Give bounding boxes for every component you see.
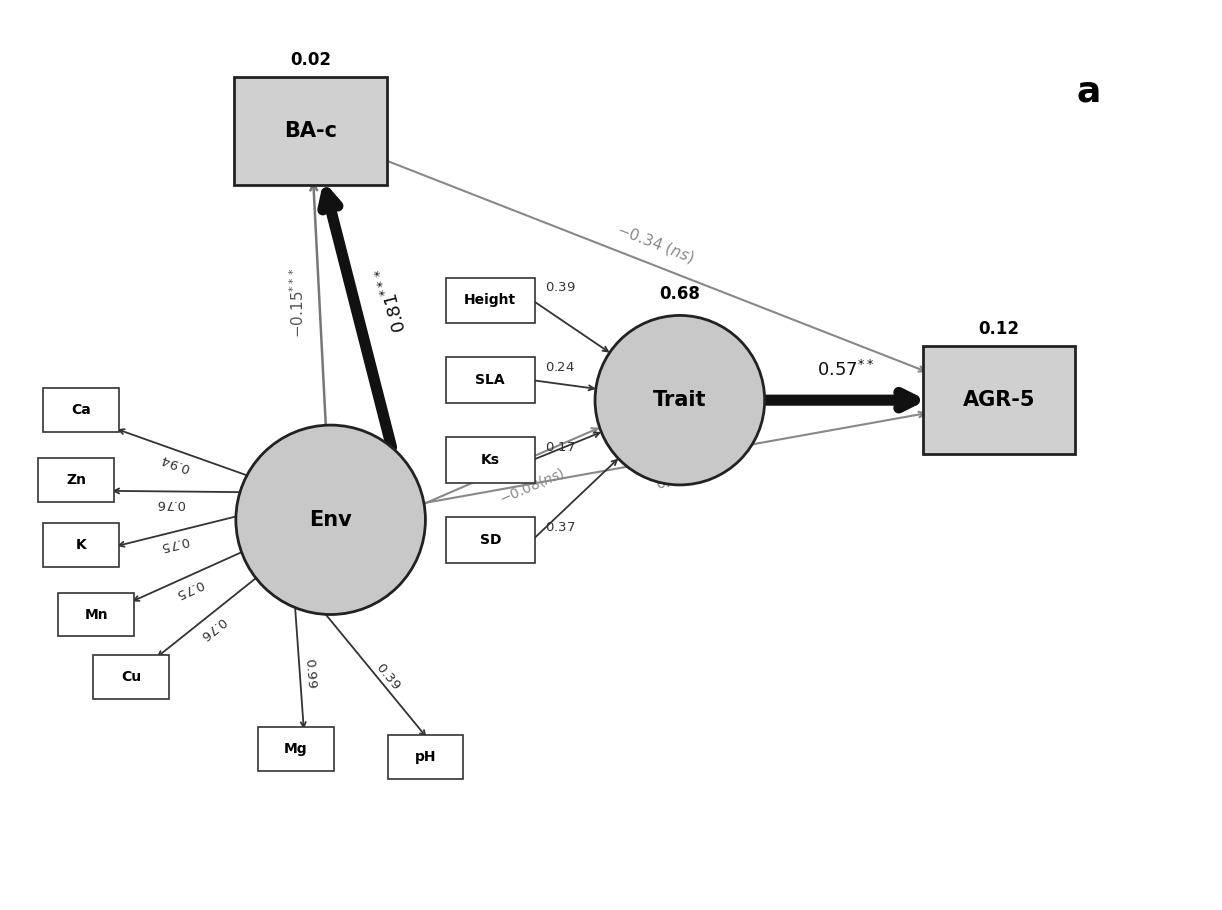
Text: Ks: Ks [480, 453, 500, 467]
FancyBboxPatch shape [387, 735, 463, 779]
Text: $\mathit{0.17}$: $\mathit{0.17}$ [545, 441, 576, 454]
FancyBboxPatch shape [93, 655, 169, 699]
Text: $\mathit{0.75}$: $\mathit{0.75}$ [160, 533, 192, 553]
FancyBboxPatch shape [446, 437, 535, 483]
Text: 0.12: 0.12 [979, 320, 1019, 339]
FancyBboxPatch shape [43, 389, 119, 432]
FancyBboxPatch shape [258, 727, 334, 771]
Circle shape [236, 425, 425, 614]
Text: $\mathit{-0.34\ (ns)}$: $\mathit{-0.34\ (ns)}$ [613, 220, 697, 267]
Text: Height: Height [464, 293, 517, 308]
FancyBboxPatch shape [38, 458, 114, 501]
Text: Mn: Mn [84, 608, 108, 622]
Text: $\mathit{0.75}$: $\mathit{0.75}$ [175, 576, 207, 600]
Text: $\mathit{0.39}$: $\mathit{0.39}$ [545, 281, 576, 295]
Text: $\mathit{0.39}$: $\mathit{0.39}$ [373, 661, 403, 693]
FancyBboxPatch shape [59, 592, 134, 636]
Text: $\mathbf{\mathit{0.81^{***}}}$: $\mathbf{\mathit{0.81^{***}}}$ [374, 264, 411, 334]
Text: SLA: SLA [475, 373, 505, 388]
Text: $\mathit{0.76}$: $\mathit{0.76}$ [198, 612, 230, 642]
FancyBboxPatch shape [235, 77, 387, 185]
FancyBboxPatch shape [446, 278, 535, 323]
Text: Zn: Zn [66, 473, 87, 487]
Text: Cu: Cu [121, 671, 142, 684]
Text: a: a [1077, 74, 1101, 108]
Text: pH: pH [414, 750, 436, 764]
Text: $\mathit{0.99}$: $\mathit{0.99}$ [303, 657, 318, 689]
Text: Trait: Trait [653, 390, 706, 410]
Text: 0.02: 0.02 [290, 51, 331, 69]
Text: K: K [76, 538, 87, 551]
Text: Env: Env [309, 510, 352, 530]
Text: $\mathit{-0.15^{***}}$: $\mathit{-0.15^{***}}$ [288, 268, 307, 339]
FancyBboxPatch shape [446, 517, 535, 562]
Text: AGR-5: AGR-5 [963, 390, 1035, 410]
Text: $\mathit{0.24}$: $\mathit{0.24}$ [545, 361, 574, 374]
Text: $\mathit{-0.08(ns)}$: $\mathit{-0.08(ns)}$ [496, 464, 567, 507]
Text: Mg: Mg [284, 742, 308, 756]
Text: $\mathit{0.12^{*}}$: $\mathit{0.12^{*}}$ [654, 467, 698, 493]
Text: $\mathit{0.76}$: $\mathit{0.76}$ [158, 496, 187, 510]
Text: 0.68: 0.68 [660, 286, 700, 303]
Text: Ca: Ca [71, 403, 92, 417]
Circle shape [595, 316, 765, 485]
Text: $\mathbf{\mathit{0.57^{**}}}$: $\mathbf{\mathit{0.57^{**}}}$ [818, 360, 874, 380]
FancyBboxPatch shape [446, 358, 535, 403]
Text: $\mathit{0.94}$: $\mathit{0.94}$ [160, 451, 193, 474]
FancyBboxPatch shape [43, 522, 119, 567]
Text: BA-c: BA-c [285, 121, 337, 141]
Text: SD: SD [479, 532, 501, 547]
FancyBboxPatch shape [923, 347, 1075, 454]
Text: $\mathit{0.37}$: $\mathit{0.37}$ [545, 521, 576, 534]
